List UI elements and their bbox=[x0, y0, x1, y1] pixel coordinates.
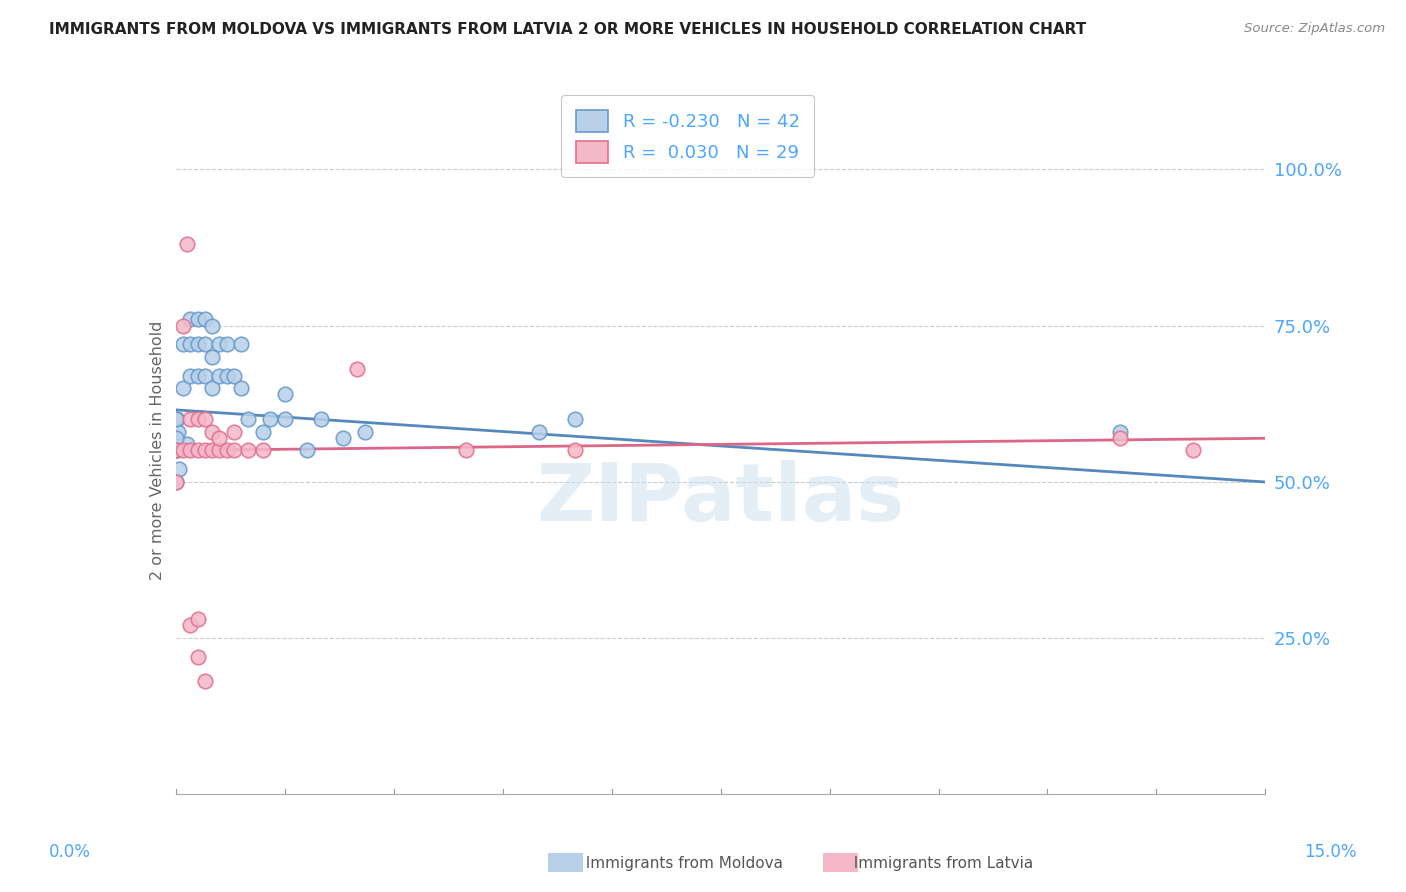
Point bbox=[353, 425, 375, 439]
Point bbox=[186, 612, 209, 626]
Point bbox=[222, 443, 245, 458]
Point bbox=[201, 443, 224, 458]
Point bbox=[201, 381, 224, 395]
Point bbox=[231, 337, 253, 351]
Point bbox=[215, 443, 238, 458]
Point bbox=[179, 368, 201, 383]
Point bbox=[564, 443, 586, 458]
Point bbox=[179, 412, 201, 426]
FancyBboxPatch shape bbox=[540, 849, 592, 876]
Point bbox=[208, 431, 231, 445]
Point bbox=[176, 437, 198, 451]
Point bbox=[194, 674, 217, 689]
Point bbox=[166, 443, 188, 458]
Point bbox=[1181, 443, 1204, 458]
FancyBboxPatch shape bbox=[814, 849, 866, 876]
Point bbox=[222, 368, 245, 383]
Point bbox=[252, 425, 274, 439]
Text: ZIPatlas: ZIPatlas bbox=[537, 459, 904, 538]
Point bbox=[166, 443, 188, 458]
Point bbox=[186, 649, 209, 664]
Legend: R = -0.230   N = 42, R =  0.030   N = 29: R = -0.230 N = 42, R = 0.030 N = 29 bbox=[561, 95, 814, 178]
Point bbox=[179, 443, 201, 458]
Point bbox=[194, 312, 217, 326]
Text: 0.0%: 0.0% bbox=[49, 843, 91, 861]
Point bbox=[186, 337, 209, 351]
Point bbox=[222, 425, 245, 439]
Point bbox=[194, 368, 217, 383]
Point bbox=[194, 337, 217, 351]
Point bbox=[201, 350, 224, 364]
Text: Immigrants from Latvia: Immigrants from Latvia bbox=[844, 856, 1033, 871]
Point bbox=[208, 368, 231, 383]
Point bbox=[172, 318, 194, 333]
Point bbox=[215, 368, 238, 383]
Point bbox=[172, 337, 194, 351]
Point bbox=[238, 443, 260, 458]
Point bbox=[309, 412, 332, 426]
Point bbox=[165, 475, 187, 489]
Point bbox=[186, 443, 209, 458]
Point bbox=[179, 618, 201, 632]
Point bbox=[179, 312, 201, 326]
Point bbox=[165, 412, 187, 426]
Point bbox=[215, 337, 238, 351]
Point bbox=[274, 387, 297, 401]
Text: Source: ZipAtlas.com: Source: ZipAtlas.com bbox=[1244, 22, 1385, 36]
Point bbox=[166, 412, 188, 426]
Point bbox=[456, 443, 478, 458]
Point bbox=[186, 368, 209, 383]
Point bbox=[179, 337, 201, 351]
Point bbox=[1109, 425, 1132, 439]
Point bbox=[208, 443, 231, 458]
Point bbox=[186, 312, 209, 326]
Point bbox=[186, 412, 209, 426]
Point bbox=[238, 412, 260, 426]
Point bbox=[564, 412, 586, 426]
Point bbox=[527, 425, 550, 439]
Text: 15.0%: 15.0% bbox=[1305, 843, 1357, 861]
Point bbox=[295, 443, 318, 458]
Point bbox=[201, 425, 224, 439]
Point bbox=[165, 431, 187, 445]
Text: IMMIGRANTS FROM MOLDOVA VS IMMIGRANTS FROM LATVIA 2 OR MORE VEHICLES IN HOUSEHOL: IMMIGRANTS FROM MOLDOVA VS IMMIGRANTS FR… bbox=[49, 22, 1087, 37]
Point bbox=[194, 443, 217, 458]
Point bbox=[1109, 431, 1132, 445]
Point bbox=[201, 318, 224, 333]
Point bbox=[259, 412, 281, 426]
Point bbox=[172, 381, 194, 395]
Point bbox=[274, 412, 297, 426]
Point bbox=[194, 412, 217, 426]
Point bbox=[169, 462, 191, 476]
Y-axis label: 2 or more Vehicles in Household: 2 or more Vehicles in Household bbox=[149, 321, 165, 580]
Point bbox=[346, 362, 368, 376]
Point bbox=[176, 237, 198, 252]
Point bbox=[167, 425, 190, 439]
Point bbox=[172, 443, 194, 458]
Point bbox=[252, 443, 274, 458]
Point bbox=[166, 475, 188, 489]
Point bbox=[332, 431, 354, 445]
Point bbox=[165, 443, 187, 458]
Text: Immigrants from Moldova: Immigrants from Moldova bbox=[576, 856, 783, 871]
Point bbox=[208, 337, 231, 351]
Point bbox=[231, 381, 253, 395]
